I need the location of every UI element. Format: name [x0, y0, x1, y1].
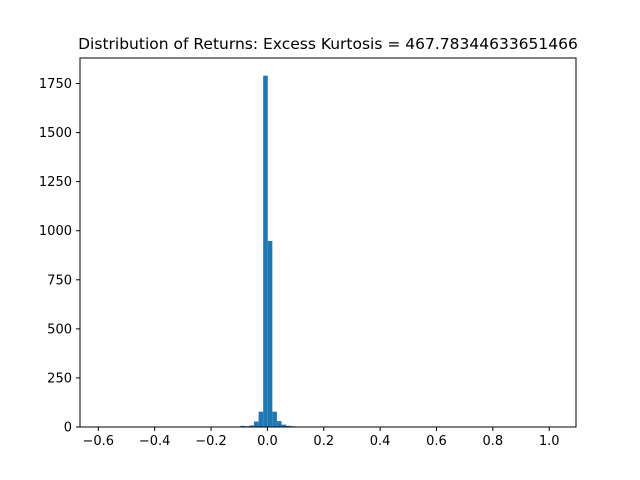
y-tick-label: 750	[47, 273, 72, 288]
x-tick-label: 0.4	[370, 434, 391, 449]
x-tick-label: −0.6	[83, 434, 115, 449]
histogram-bar	[272, 411, 277, 427]
histogram-bar	[240, 425, 245, 427]
histogram-bar	[267, 240, 273, 427]
y-tick-label: 1500	[39, 126, 72, 141]
y-axis-ticks: 0 250 500 750 1000 1250 1500 1750	[39, 77, 80, 436]
plot-frame	[79, 57, 577, 428]
histogram-bar	[276, 421, 282, 427]
histogram-bar	[263, 75, 268, 427]
x-tick-label: 0.8	[483, 434, 504, 449]
x-tick-label: 1.0	[539, 434, 560, 449]
histogram-bars	[84, 75, 554, 427]
y-tick-label: 0	[64, 421, 72, 436]
x-tick-label: 0.2	[313, 434, 334, 449]
histogram-bar	[249, 425, 255, 427]
histogram-bar	[258, 411, 264, 427]
chart-title: Distribution of Returns: Excess Kurtosis…	[78, 35, 578, 53]
x-tick-label: 0.6	[426, 434, 447, 449]
x-tick-label: −0.4	[139, 434, 171, 449]
histogram-bar	[281, 424, 287, 427]
histogram-bar	[286, 425, 291, 427]
histogram-bar	[254, 421, 259, 427]
x-axis-ticks: −0.6 −0.4 −0.2 0.0 0.2 0.4 0.6 0.8 1.0	[83, 427, 560, 449]
y-tick-label: 250	[47, 371, 72, 386]
x-tick-label: 0.0	[257, 434, 278, 449]
y-tick-label: 1250	[39, 175, 72, 190]
x-tick-label: −0.2	[195, 434, 227, 449]
y-tick-label: 500	[47, 322, 72, 337]
y-tick-label: 1000	[39, 224, 72, 239]
y-tick-label: 1750	[39, 77, 72, 92]
